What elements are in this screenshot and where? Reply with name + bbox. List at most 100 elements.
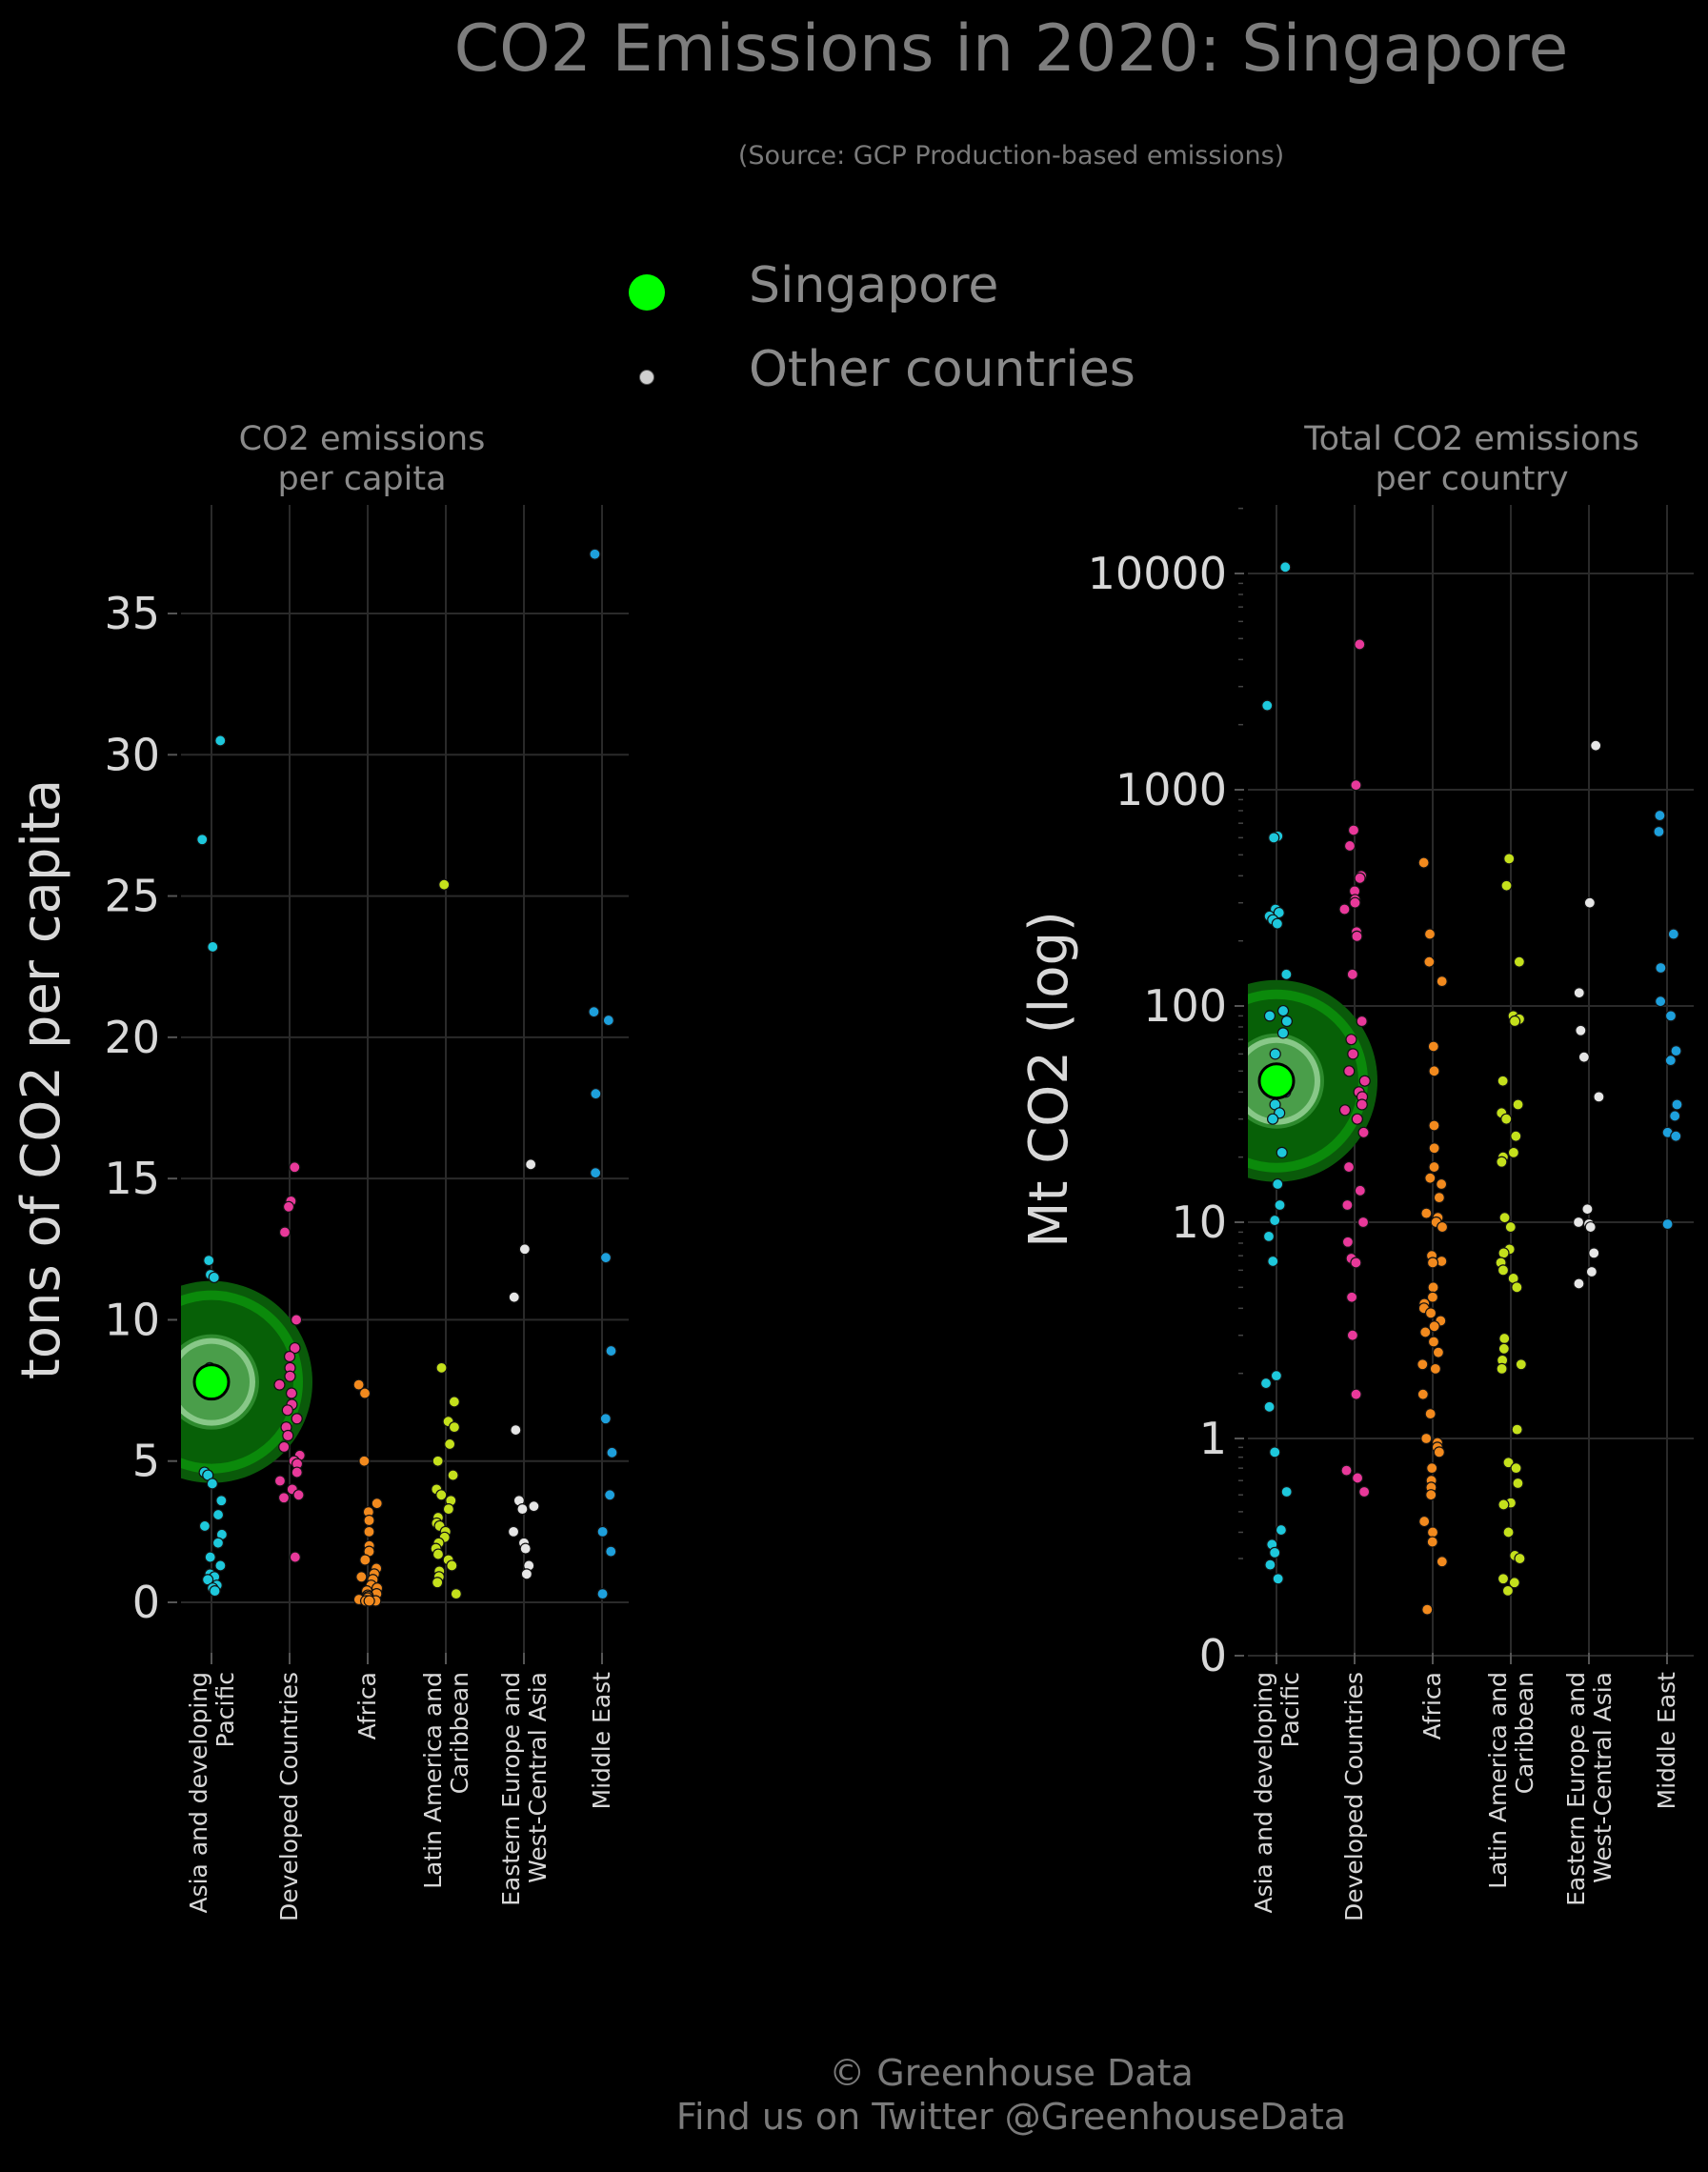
data-point	[1577, 1051, 1590, 1063]
data-point	[1436, 975, 1448, 988]
x-tick-label-group: Asia and developingPacific	[1250, 1672, 1304, 1914]
data-point	[1420, 1432, 1433, 1445]
data-point	[1426, 1536, 1438, 1548]
data-point	[1269, 1446, 1281, 1458]
data-point	[602, 1014, 614, 1027]
data-point	[285, 1387, 298, 1399]
data-point	[1425, 1489, 1437, 1501]
y-tick-label: 1	[1199, 1413, 1227, 1464]
x-tick-label: Developed Countries	[275, 1672, 303, 1921]
data-point	[596, 1588, 609, 1600]
data-point	[1274, 1198, 1286, 1212]
data-point	[1497, 1498, 1510, 1511]
x-tick-label-group: Asia and developingPacific	[185, 1672, 239, 1914]
data-point	[588, 1006, 600, 1018]
data-point	[1261, 699, 1274, 712]
data-point	[1428, 1119, 1440, 1132]
data-point	[273, 1475, 287, 1487]
data-point	[1583, 896, 1596, 909]
x-tick-label: Middle East	[1653, 1672, 1680, 1810]
data-point	[435, 1361, 448, 1374]
data-point	[1655, 961, 1667, 975]
data-point	[1503, 853, 1516, 865]
data-point	[1276, 1146, 1288, 1158]
data-point	[444, 1438, 456, 1451]
data-point	[1280, 968, 1293, 980]
data-point	[590, 1088, 602, 1100]
data-point	[1509, 1015, 1521, 1028]
data-point	[1269, 1546, 1281, 1559]
y-tick-label: 5	[132, 1436, 160, 1487]
data-point	[1667, 928, 1679, 940]
data-point	[1423, 928, 1437, 940]
data-point	[1664, 1055, 1677, 1067]
data-point	[507, 1525, 520, 1538]
data-point	[283, 1350, 296, 1363]
y-tick-label: 10	[1171, 1197, 1227, 1248]
data-point	[1515, 1358, 1527, 1371]
data-point	[1347, 1048, 1359, 1060]
right-panel-title: Total CO2 emissions per country	[1253, 419, 1691, 499]
data-point	[1513, 955, 1525, 968]
data-point	[1573, 987, 1585, 999]
data-point	[1593, 1091, 1605, 1103]
data-point	[1653, 825, 1665, 838]
data-point	[1428, 1142, 1440, 1155]
data-point	[278, 1226, 291, 1238]
data-point	[1351, 1113, 1363, 1125]
data-point	[1349, 896, 1361, 909]
data-point	[1338, 1104, 1352, 1116]
data-point	[1511, 1423, 1523, 1436]
legend-other-marker	[639, 370, 654, 385]
chart-title: CO2 Emissions in 2020: Singapore	[453, 11, 1569, 87]
data-point	[292, 1489, 305, 1501]
data-point	[207, 940, 219, 954]
data-point	[1280, 1015, 1293, 1028]
x-tick-label-group: Africa	[1418, 1672, 1446, 1740]
data-point	[528, 1500, 540, 1513]
data-point	[1269, 1048, 1281, 1060]
footer-twitter: Find us on Twitter @GreenhouseData	[675, 2096, 1347, 2138]
data-point	[282, 1429, 294, 1442]
data-point	[273, 1378, 286, 1391]
data-point	[520, 1568, 532, 1580]
data-point	[1342, 1160, 1356, 1174]
data-point	[605, 1545, 617, 1558]
data-point	[1436, 1220, 1449, 1234]
data-point	[1279, 561, 1292, 573]
data-point	[1654, 809, 1666, 822]
data-point	[1275, 1523, 1288, 1537]
data-point	[289, 1551, 301, 1563]
data-point	[447, 1469, 459, 1481]
data-point	[1510, 1130, 1522, 1142]
data-point	[204, 1551, 216, 1563]
data-point	[519, 1542, 532, 1555]
data-point	[448, 1421, 461, 1434]
x-tick-label: Africa	[353, 1672, 381, 1740]
data-point	[438, 878, 451, 891]
y-tick-label: 35	[104, 588, 160, 639]
data-point	[435, 1489, 448, 1501]
data-point	[209, 1585, 221, 1598]
data-point	[1432, 1346, 1445, 1358]
data-point	[1345, 1291, 1358, 1303]
data-point	[1424, 1307, 1437, 1319]
data-point	[1354, 872, 1366, 884]
data-point	[1424, 1408, 1437, 1420]
data-point	[1357, 1126, 1370, 1138]
data-point	[1358, 1485, 1371, 1498]
x-tick-label-group: Latin America andCaribbean	[1484, 1672, 1538, 1889]
data-point	[1500, 879, 1513, 892]
data-point	[1346, 968, 1358, 980]
data-point	[1504, 1220, 1517, 1234]
data-point	[1502, 1457, 1515, 1469]
data-point	[1433, 1446, 1445, 1458]
data-point	[1266, 1113, 1279, 1125]
data-point	[1584, 1220, 1597, 1234]
data-point	[1436, 1177, 1448, 1191]
data-point	[211, 1508, 225, 1521]
data-point	[1272, 1177, 1284, 1191]
data-point	[1497, 1573, 1510, 1585]
x-tick-label: Middle East	[588, 1672, 615, 1810]
data-point	[215, 1495, 228, 1507]
